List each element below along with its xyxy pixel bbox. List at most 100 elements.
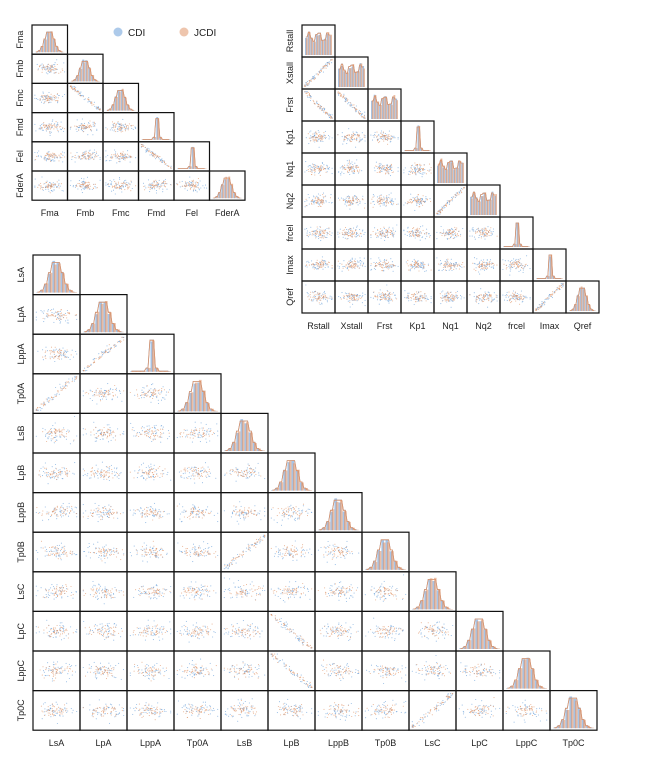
scatter-point	[150, 183, 152, 185]
scatter-point	[192, 179, 195, 181]
scatter-point	[87, 98, 89, 100]
scatter-point	[118, 129, 120, 131]
scatter-point	[124, 123, 126, 125]
scatter-point	[82, 96, 84, 98]
scatter-point	[311, 199, 313, 201]
scatter-point	[422, 268, 424, 270]
scatter-point	[425, 270, 427, 272]
scatter-point	[364, 140, 366, 142]
scatter-point	[390, 265, 392, 267]
scatter-point	[414, 237, 416, 239]
scatter-point	[383, 260, 385, 262]
scatter-point	[508, 300, 510, 302]
scatter-point	[323, 294, 325, 296]
scatter-point	[76, 152, 78, 154]
scatter-point	[194, 185, 196, 187]
scatter-point	[92, 151, 94, 153]
scatter-point	[474, 238, 476, 240]
scatter-point	[311, 260, 313, 262]
scatter-point	[362, 195, 364, 197]
scatter-point	[352, 168, 354, 170]
scatter-point	[439, 293, 441, 295]
scatter-point	[445, 231, 448, 233]
scatter-point	[195, 183, 197, 185]
scatter-point	[441, 291, 443, 293]
scatter-point	[472, 230, 474, 232]
scatter-point	[157, 184, 159, 186]
scatter-point	[475, 270, 477, 272]
scatter-point	[324, 294, 326, 296]
scatter-point	[191, 184, 193, 186]
scatter-point	[378, 303, 380, 305]
scatter-point	[320, 69, 322, 71]
scatter-point	[318, 168, 320, 170]
scatter-point	[60, 153, 62, 155]
pair-cell	[301, 88, 336, 122]
scatter-point	[44, 95, 46, 97]
scatter-point	[312, 140, 314, 142]
scatter-point	[337, 171, 340, 173]
scatter-point	[115, 151, 117, 153]
scatter-point	[495, 296, 497, 298]
scatter-point	[36, 98, 38, 100]
scatter-point	[40, 101, 43, 103]
scatter-point	[418, 168, 420, 170]
scatter-point	[430, 167, 432, 169]
scatter-point	[316, 232, 318, 234]
scatter-point	[59, 128, 61, 130]
scatter-point	[53, 186, 55, 188]
scatter-point	[386, 197, 388, 200]
scatter-point	[515, 258, 517, 260]
scatter-point	[131, 187, 133, 190]
scatter-point	[124, 129, 126, 131]
scatter-point	[457, 296, 459, 299]
scatter-point	[162, 188, 164, 190]
scatter-point	[75, 86, 77, 88]
scatter-point	[47, 154, 49, 156]
scatter-point	[320, 265, 322, 267]
scatter-point	[383, 228, 385, 230]
pair-cell	[137, 170, 175, 201]
scatter-point	[487, 306, 489, 308]
scatter-point	[352, 138, 354, 140]
scatter-point	[521, 267, 523, 269]
scatter-point	[87, 185, 89, 187]
scatter-point	[512, 261, 514, 264]
scatter-point	[427, 169, 429, 171]
scatter-point	[310, 291, 312, 293]
scatter-point	[318, 137, 320, 139]
scatter-point	[349, 297, 351, 299]
scatter-point	[170, 165, 172, 167]
scatter-point	[313, 265, 315, 267]
scatter-point	[390, 165, 392, 167]
scatter-point	[60, 71, 62, 73]
scatter-point	[423, 295, 425, 297]
scatter-point	[357, 266, 359, 268]
scatter-point	[379, 200, 381, 202]
scatter-point	[483, 269, 486, 271]
scatter-point	[509, 261, 511, 263]
pair-cell	[301, 120, 336, 154]
scatter-point	[363, 233, 365, 235]
scatter-point	[412, 232, 415, 234]
scatter-point	[55, 72, 57, 74]
scatter-point	[480, 294, 483, 296]
scatter-point	[158, 156, 160, 158]
scatter-point	[352, 199, 354, 201]
scatter-point	[350, 166, 353, 168]
scatter-point	[196, 182, 198, 184]
scatter-point	[54, 123, 56, 125]
scatter-point	[322, 232, 324, 235]
scatter-point	[314, 296, 317, 298]
scatter-point	[315, 73, 317, 75]
scatter-point	[154, 188, 156, 190]
scatter-point	[445, 232, 447, 234]
scatter-point	[544, 304, 546, 306]
scatter-point	[88, 100, 90, 103]
scatter-point	[392, 233, 394, 236]
scatter-point	[361, 264, 363, 266]
scatter-point	[41, 67, 43, 69]
scatter-point	[79, 94, 81, 96]
scatter-point	[370, 296, 372, 298]
scatter-point	[158, 188, 160, 190]
